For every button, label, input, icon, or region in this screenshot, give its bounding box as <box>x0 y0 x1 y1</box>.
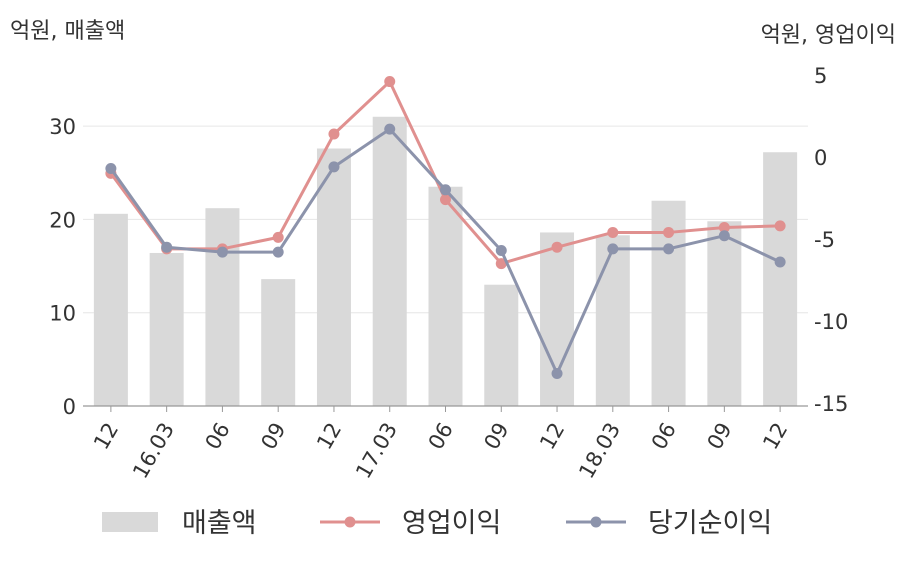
series-point <box>495 244 507 256</box>
left-tick-label: 0 <box>63 395 76 419</box>
bar <box>93 213 128 406</box>
legend-label: 당기순이익 <box>648 508 772 539</box>
left-tick-label: 20 <box>49 208 76 232</box>
series-point <box>105 162 117 174</box>
series-point <box>216 246 228 258</box>
bars <box>93 116 798 407</box>
series-point <box>607 226 619 238</box>
series-point <box>774 256 786 268</box>
x-tick-label: 12 <box>89 419 123 454</box>
bar <box>763 152 798 406</box>
bar <box>372 116 407 407</box>
series-point <box>328 128 340 140</box>
right-tick-label: -10 <box>814 310 848 334</box>
legend-label: 영업이익 <box>402 508 501 539</box>
legend-swatch <box>102 512 158 532</box>
series-point <box>551 367 563 379</box>
x-tick-label: 09 <box>256 419 290 454</box>
series-point <box>272 246 284 258</box>
x-tick-label: 12 <box>312 419 346 454</box>
x-tick-label: 06 <box>201 419 235 454</box>
right-tick-label: 5 <box>814 64 827 88</box>
x-tick-label: 09 <box>479 419 513 454</box>
right-axis-title: 억원, 영업이익 <box>761 23 896 48</box>
left-tick-label: 30 <box>49 115 76 139</box>
right-tick-label: -15 <box>814 392 848 416</box>
bar <box>595 235 630 406</box>
bar <box>428 186 463 406</box>
legend-marker <box>590 516 602 528</box>
series-point <box>718 222 730 234</box>
x-tick-label: 12 <box>535 419 569 454</box>
bar <box>484 284 519 406</box>
series-point <box>551 241 563 253</box>
series-point <box>607 243 619 255</box>
x-tick-label: 12 <box>758 419 792 454</box>
series-point <box>440 184 451 196</box>
bar <box>316 148 351 406</box>
series-point <box>663 226 675 238</box>
bar <box>205 208 240 406</box>
lines <box>105 76 786 379</box>
legend: 매출액 영업이익 당기순이익 <box>102 508 772 539</box>
series-point <box>774 220 786 232</box>
x-tick-label: 16.03 <box>128 419 179 483</box>
x-tick-label: 06 <box>424 419 458 454</box>
series-point <box>384 123 396 135</box>
series-point <box>663 243 675 255</box>
bar <box>540 232 575 406</box>
x-tick-label: 09 <box>703 419 737 454</box>
series-point <box>272 231 284 243</box>
bar <box>707 221 742 406</box>
series-point <box>384 76 396 88</box>
series-point <box>495 258 507 270</box>
bar <box>261 279 296 406</box>
left-tick-label: 10 <box>49 302 76 326</box>
series-point <box>440 194 451 206</box>
legend-label: 매출액 <box>182 508 257 539</box>
x-tick-label: 18.03 <box>574 419 625 483</box>
legend-marker <box>344 516 356 528</box>
series-point <box>718 230 730 242</box>
series-point <box>161 241 173 253</box>
right-tick-label: 0 <box>814 146 827 170</box>
left-axis-title: 억원, 매출액 <box>10 19 125 44</box>
bar <box>149 252 184 406</box>
right-tick-label: -5 <box>814 228 835 252</box>
series-point <box>328 161 340 173</box>
x-tick-label: 17.03 <box>351 419 402 483</box>
x-tick-label: 06 <box>647 419 681 454</box>
